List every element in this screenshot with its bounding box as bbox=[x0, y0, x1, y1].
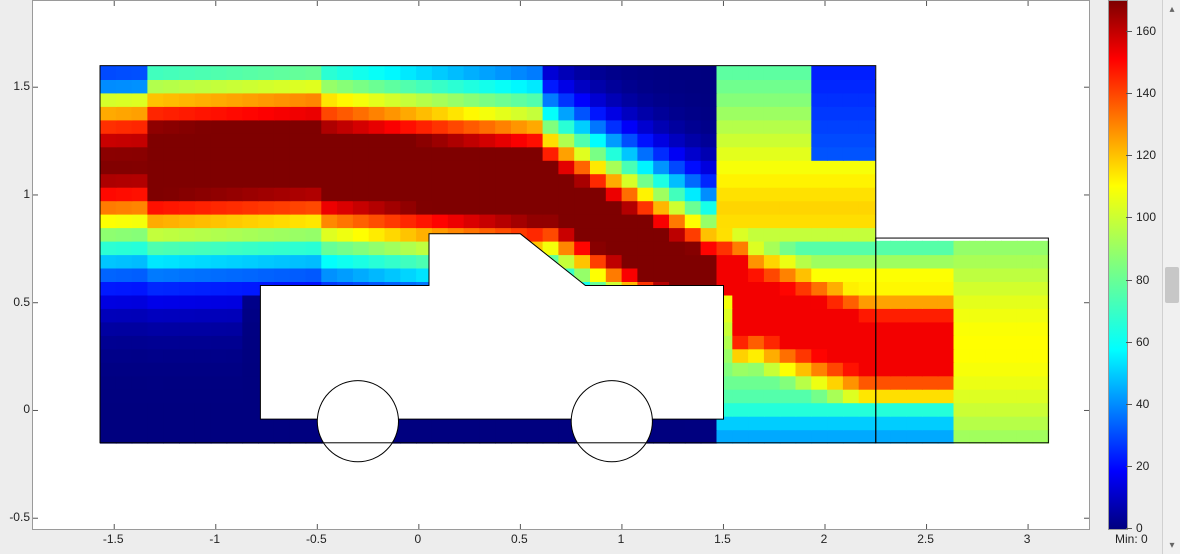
x-tick-label: 0 bbox=[398, 532, 438, 546]
y-tick-label: -0.5 bbox=[0, 510, 30, 524]
x-tick-label: -1 bbox=[195, 532, 235, 546]
scroll-down-arrow[interactable]: ▾ bbox=[1163, 536, 1180, 554]
axes bbox=[32, 0, 1090, 530]
plot-svg bbox=[33, 1, 1089, 529]
colorbar-tick bbox=[1126, 31, 1132, 32]
scroll-up-arrow[interactable]: ▴ bbox=[1163, 0, 1180, 18]
colorbar-tick bbox=[1126, 528, 1132, 529]
x-tick-label: 0.5 bbox=[499, 532, 539, 546]
colorbar-tick bbox=[1126, 155, 1132, 156]
colorbar-tick bbox=[1126, 466, 1132, 467]
colorbar-tick bbox=[1126, 280, 1132, 281]
x-tick-label: 2.5 bbox=[906, 532, 946, 546]
x-tick-label: 2 bbox=[804, 532, 844, 546]
colorbar-tick bbox=[1126, 404, 1132, 405]
colorbar-tick bbox=[1126, 93, 1132, 94]
colorbar: 020406080100120140160 bbox=[1108, 0, 1148, 530]
colorbar-tick bbox=[1126, 342, 1132, 343]
vertical-scrollbar[interactable]: ▴ ▾ bbox=[1162, 0, 1180, 554]
y-tick-label: 0.5 bbox=[0, 295, 30, 309]
colorbar-tick bbox=[1126, 217, 1132, 218]
x-tick-label: -0.5 bbox=[296, 532, 336, 546]
colorbar-min-label: Min: 0 bbox=[1115, 532, 1148, 546]
colorbar-bar bbox=[1108, 0, 1128, 530]
x-tick-label: 1 bbox=[601, 532, 641, 546]
scrollbar-thumb[interactable] bbox=[1165, 267, 1179, 303]
x-tick-label: -1.5 bbox=[93, 532, 133, 546]
x-tick-label: 3 bbox=[1007, 532, 1047, 546]
figure-window: -0.5 0 0.5 1 1.5 -1.5 -1 -0.5 0 0.5 1 1.5 2 2.5 3 020… bbox=[0, 0, 1180, 554]
x-tick-label: 1.5 bbox=[702, 532, 742, 546]
y-tick-label: 0 bbox=[0, 402, 30, 416]
y-tick-label: 1 bbox=[0, 187, 30, 201]
y-tick-label: 1.5 bbox=[0, 79, 30, 93]
